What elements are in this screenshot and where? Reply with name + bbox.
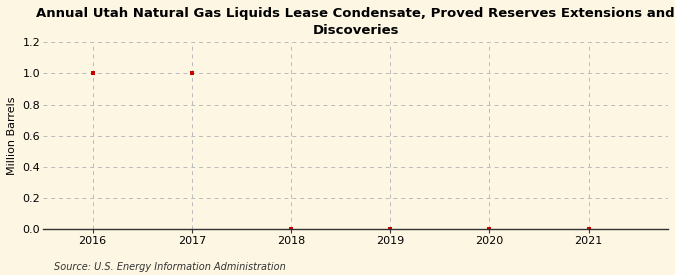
Title: Annual Utah Natural Gas Liquids Lease Condensate, Proved Reserves Extensions and: Annual Utah Natural Gas Liquids Lease Co… [36, 7, 675, 37]
Y-axis label: Million Barrels: Million Barrels [7, 97, 17, 175]
Text: Source: U.S. Energy Information Administration: Source: U.S. Energy Information Administ… [54, 262, 286, 272]
